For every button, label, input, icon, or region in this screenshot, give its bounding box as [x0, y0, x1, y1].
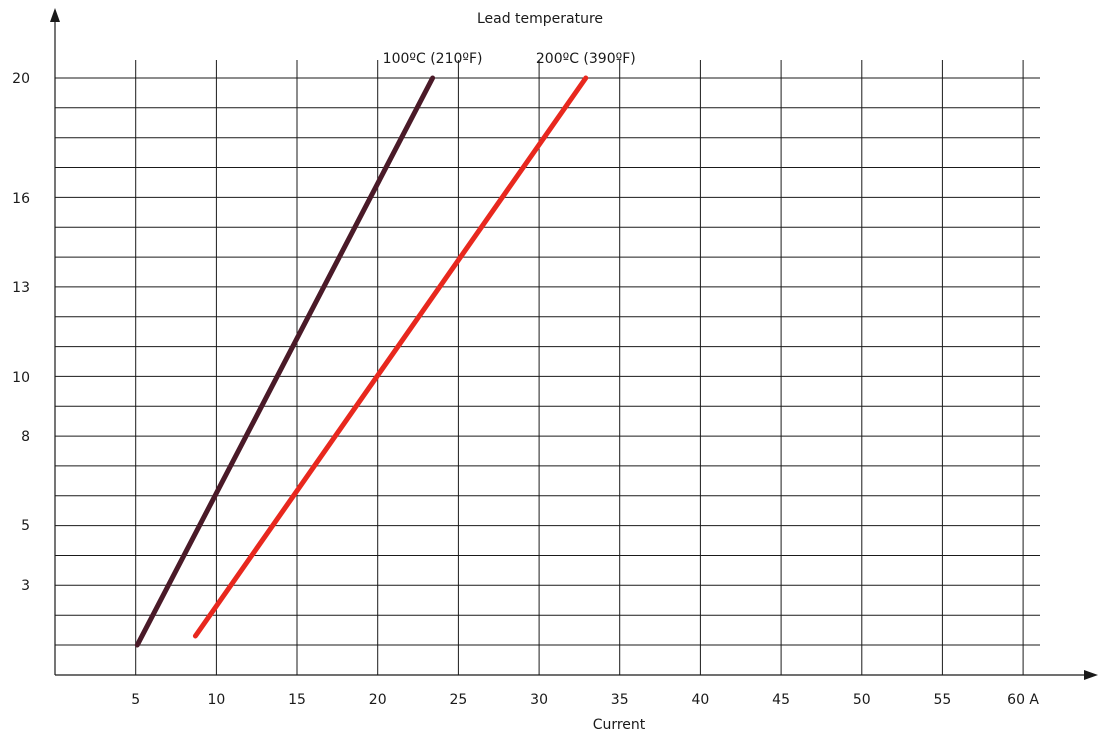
- x-tick-label: 40: [691, 692, 709, 708]
- x-tick-label: 45: [772, 692, 790, 708]
- series-label: 200ºC (390ºF): [536, 51, 636, 67]
- y-tick-label: 16: [12, 191, 30, 207]
- y-tick-label: 10: [12, 370, 30, 386]
- y-tick-label: 3: [21, 578, 30, 594]
- x-tick-label: 35: [611, 692, 629, 708]
- series-line: [192, 75, 589, 639]
- x-tick-label: 5: [131, 692, 140, 708]
- y-tick-label: 20: [12, 71, 30, 87]
- labels: 5 10 15 20 25 30 35 40 45 50 55 60 A35810131620100º…: [12, 51, 1039, 708]
- series-label: 100ºC (210ºF): [383, 51, 483, 67]
- x-axis-arrow-icon: [1084, 670, 1098, 680]
- x-tick-label: 15: [288, 692, 306, 708]
- series-line: [134, 75, 436, 648]
- y-axis-arrow-icon: [50, 8, 60, 22]
- x-tick-label: 25: [449, 692, 467, 708]
- y-tick-label: 5: [21, 518, 30, 534]
- series: [134, 75, 589, 648]
- chart-title: Lead temperature: [477, 11, 603, 27]
- grid: [55, 60, 1040, 675]
- x-tick-label: 10: [207, 692, 225, 708]
- x-tick-label: 30: [530, 692, 548, 708]
- x-axis-title: Current: [593, 717, 646, 733]
- axes: [50, 8, 1098, 680]
- y-tick-label: 8: [21, 429, 30, 445]
- x-tick-label: 20: [369, 692, 387, 708]
- y-tick-label: 13: [12, 280, 30, 296]
- x-tick-label: 50: [853, 692, 871, 708]
- x-tick-label: 60 A: [1007, 692, 1039, 708]
- x-tick-label: 55: [933, 692, 951, 708]
